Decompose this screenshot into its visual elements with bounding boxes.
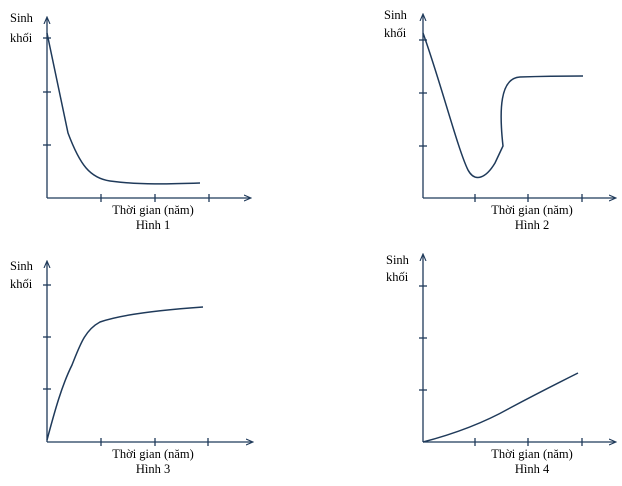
caption: Hình 2: [515, 218, 549, 232]
caption: Hình 3: [136, 462, 170, 476]
caption: Hình 4: [515, 462, 550, 476]
y-axis-label: Sinh: [10, 11, 34, 25]
biomass-curve: [422, 32, 584, 179]
y-axis-label: khối: [10, 277, 33, 291]
biomass-curve: [46, 32, 201, 185]
caption: Hình 1: [136, 218, 170, 232]
y-axis-label: Sinh: [10, 259, 34, 273]
y-axis-label: khối: [10, 31, 33, 45]
x-axis-label: Thời gian (năm): [491, 203, 573, 217]
biomass-curve: [46, 306, 204, 441]
y-axis-label: Sinh: [386, 253, 410, 267]
y-axis-label: khối: [384, 26, 407, 40]
x-axis-label: Thời gian (năm): [112, 203, 194, 217]
y-axis-label: Sinh: [384, 8, 408, 22]
y-axis-label: khối: [386, 270, 409, 284]
panel: Sinh khối Thời gian (năm)Hình 1: [10, 11, 250, 232]
panel: Sinh khối Thời gian (năm)Hình 4: [386, 253, 615, 476]
panel: Sinh khối Thời gian (năm)Hình 3: [10, 259, 252, 476]
biomass-curve: [422, 372, 579, 443]
x-axis-label: Thời gian (năm): [491, 447, 573, 461]
panel: Sinh khối Thời gian (năm)Hình 2: [384, 8, 615, 232]
x-axis-label: Thời gian (năm): [112, 447, 194, 461]
